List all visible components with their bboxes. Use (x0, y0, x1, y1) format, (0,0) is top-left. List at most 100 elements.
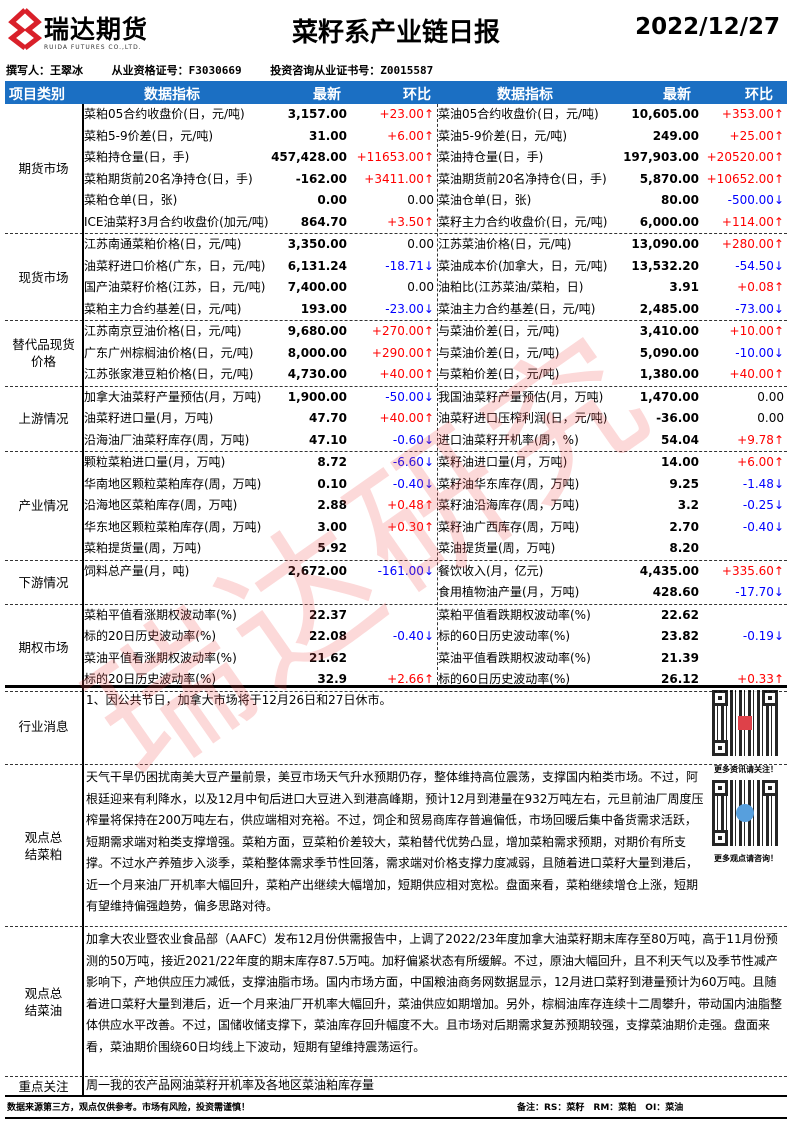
indicator-name: 我国油菜籽产量预估(月，万吨) (438, 389, 604, 404)
change-value: -1.48↓ (742, 476, 784, 491)
change-value: +335.60↑ (721, 563, 784, 578)
qr-code-2[interactable] (712, 780, 778, 846)
latest-value: 13,090.00 (631, 237, 699, 251)
latest-value: 197,903.00 (623, 150, 699, 164)
latest-value: 3.91 (669, 280, 699, 294)
change-value: +6.00↑ (737, 455, 784, 469)
latest-value: 26.12 (661, 672, 699, 686)
table-row: 广东广州棕榈油价格(日，元/吨) 8,000.00 +290.00↑ 与菜油价差(日，… (5, 343, 787, 365)
change-value: 0.00 (407, 193, 434, 207)
qr-caption-2: 更多观点请咨询！ (714, 854, 778, 863)
news-text: 1、因公共节日，加拿大市场将于12月26日和27日休市。 (86, 693, 392, 707)
logo-text: 瑞达期货 (44, 15, 149, 44)
meal-view-block: 观点总结菜粕 天气干旱仍困扰南美大豆产量前景，美豆市场天气升水预期仍存，整体维持… (5, 765, 787, 927)
change-value: -0.40↓ (392, 629, 434, 643)
qr-code-1[interactable] (712, 690, 778, 756)
meal-view-label: 观点总结菜粕 (24, 829, 63, 862)
abbreviation-note: 备注：RS：菜籽 RM：菜粕 OI：菜油 (517, 1103, 684, 1113)
indicator-name: 与菜油价差(日，元/吨) (438, 324, 560, 338)
indicator-name: 菜籽油进口量(月，万吨) (438, 455, 568, 469)
oil-view-text: 加拿大农业暨农业食品部（AAFC）发布12月份供需报告中，上调了2022/23年… (86, 932, 783, 1054)
indicator-name: 菜粕仓单(日，张) (84, 193, 178, 207)
table-row: 标的20日历史波动率(%) 22.08 -0.40↓ 标的60日历史波动率(%) 23.… (5, 626, 787, 648)
change-value: -161.00↓ (377, 563, 434, 578)
change-value: 0.00 (407, 237, 434, 251)
writer: 撰写人：王翠冰 (6, 64, 83, 77)
latest-value: 1,380.00 (639, 367, 699, 381)
indicator-name: 菜籽油华东库存(周，万吨) (438, 476, 580, 491)
indicator-name: 菜粕持仓量(日，手) (84, 150, 190, 164)
latest-value: 5,090.00 (639, 345, 699, 360)
indicator-name: 标的20日历史波动率(%) (84, 672, 217, 686)
latest-value: 5.92 (317, 541, 347, 555)
change-value: +290.00↑ (371, 345, 434, 360)
change-value: -54.50↓ (735, 258, 784, 273)
change-value: +10652.00↑ (706, 171, 784, 186)
change-value: 0.00 (757, 389, 784, 404)
indicator-name: 菜粕提货量(周，万吨) (84, 541, 202, 555)
table-row: 菜油平值看涨期权波动率(%) 21.62 菜油平值看跌期权波动率(%) 21.39 (5, 648, 787, 670)
indicator-name: 江苏南京豆油价格(日，元/吨) (84, 324, 242, 338)
col-change: 环比 (403, 87, 431, 103)
table-row: ICE油菜籽3月合约收盘价(加元/吨) 864.70 +3.50↑ 菜籽主力合约收盘价… (5, 212, 787, 234)
latest-value: 3.2 (677, 498, 699, 512)
table-row: 食用植物油产量(月，万吨) 428.60 -17.70↓ (5, 582, 787, 604)
change-value: -50.00↓ (385, 389, 434, 404)
latest-value: 8.20 (669, 541, 699, 555)
latest-value: 21.39 (661, 650, 699, 665)
change-value: -0.60↓ (392, 432, 434, 447)
change-value: +0.48↑ (387, 498, 434, 512)
indicator-name: 菜籽油广西库存(周，万吨) (438, 519, 580, 534)
latest-value: -36.00 (656, 411, 699, 425)
latest-value: 32.9 (317, 672, 347, 686)
table-row: 沿海油厂油菜籽库存(周，万吨) 47.10 -0.60↓ 进口油菜籽开机率(周，%) 5… (5, 430, 787, 452)
indicator-name: 菜籽主力合约收盘价(日，元/吨) (438, 214, 608, 229)
table-row: 饲料总产量(月，吨) 2,672.00 -161.00↓ 餐饮收入(月，亿元) 4,43… (5, 561, 787, 583)
news-label: 行业消息 (18, 718, 69, 734)
section-4: 产业情况 颗粒菜粕进口量(月，万吨) 8.72 -6.60↓ 菜籽油进口量(月，万吨) 1… (5, 452, 787, 561)
section-label: 现货市场 (18, 269, 69, 285)
table-row: 菜粕提货量(周，万吨) 5.92 菜油提货量(周，万吨) 8.20 (5, 538, 787, 560)
logo: 瑞达期货 RUIDA FUTURES CO.,LTD. (8, 6, 158, 52)
oil-view-label: 观点总结菜油 (24, 985, 63, 1018)
indicator-name: 油菜籽进口量(月，万吨) (84, 411, 214, 425)
col-category: 项目类别 (9, 87, 65, 103)
focus-label: 重点关注 (18, 1078, 69, 1094)
latest-value: 0.10 (317, 476, 347, 491)
latest-value: 22.08 (309, 629, 347, 643)
change-value: 0.00 (757, 411, 784, 425)
change-value: +270.00↑ (371, 324, 434, 338)
change-value: -0.25↓ (742, 498, 784, 512)
table-row: 菜粕主力合约基差(日，元/吨) 193.00 -23.00↓ 菜油主力合约基差(日，元… (5, 299, 787, 321)
indicator-name: 菜油平值看涨期权波动率(%) (84, 650, 237, 665)
change-value: +11653.00↑ (356, 150, 434, 164)
latest-value: 1,470.00 (639, 389, 699, 404)
latest-value: -162.00 (295, 171, 347, 186)
indicator-name: 菜油仓单(日，张) (438, 193, 532, 207)
change-value: +25.00↑ (729, 128, 784, 143)
section-1: 现货市场 江苏南通菜粕价格(日，元/吨) 3,350.00 0.00 江苏菜油价格(日，… (5, 234, 787, 321)
change-value: +10.00↑ (729, 324, 784, 338)
change-value: +9.78↑ (737, 432, 784, 447)
change-value: -18.71↓ (385, 258, 434, 273)
section-label: 上游情况 (18, 411, 69, 427)
page-title: 菜籽系产业链日报 (291, 18, 500, 48)
change-value: +40.00↑ (379, 367, 434, 381)
section-label: 期货市场 (18, 161, 69, 176)
latest-value: 31.00 (309, 128, 347, 143)
latest-value: 22.62 (661, 607, 699, 622)
change-value: +20520.00↑ (706, 150, 784, 164)
latest-value: 10,605.00 (631, 107, 699, 121)
section-6: 期权市场 菜粕平值看涨期权波动率(%) 22.37 菜粕平值看跌期权波动率(%) 22.… (5, 605, 787, 692)
footer: 数据来源第三方，观点仅供参考。市场有风险，投资需谨慎！ 备注：RS：菜籽 RM：… (5, 1095, 787, 1119)
table-row: 华东地区颗粒菜粕库存(周，万吨) 3.00 +0.30↑ 菜籽油广西库存(周，万吨) 2… (5, 517, 787, 539)
indicator-name: 江苏南通菜粕价格(日，元/吨) (84, 237, 242, 251)
latest-value: 3.00 (317, 519, 347, 534)
section-3: 上游情况 加拿大油菜籽产量预估(月，万吨) 1,900.00 -50.00↓ 我国油菜籽… (5, 387, 787, 452)
indicator-name: 食用植物油产量(月，万吨) (438, 585, 580, 599)
change-value: +3.50↑ (387, 214, 434, 229)
table-row: 颗粒菜粕进口量(月，万吨) 8.72 -6.60↓ 菜籽油进口量(月，万吨) 14.00… (5, 452, 787, 474)
change-value: +40.00↑ (729, 367, 784, 381)
change-value: +114.00↑ (721, 214, 784, 229)
indicator-name: 标的60日历史波动率(%) (438, 629, 571, 643)
